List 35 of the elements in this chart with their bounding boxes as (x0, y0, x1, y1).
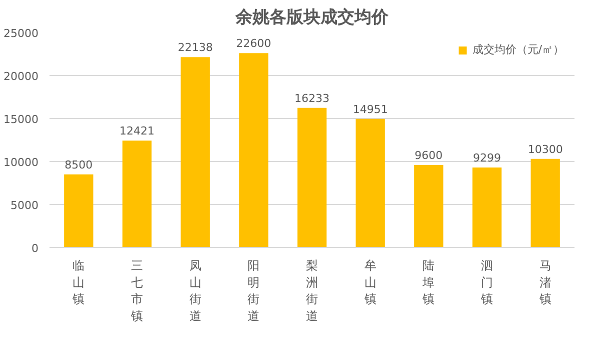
data-label: 9299 (473, 152, 502, 165)
x-tick-label: 泗门镇 (480, 258, 493, 306)
y-tick-label: 15000 (4, 113, 39, 126)
bar (64, 174, 94, 248)
bar (356, 118, 385, 248)
bar (530, 158, 560, 248)
x-tick-label: 阳明街道 (248, 258, 260, 323)
bar (472, 168, 502, 248)
data-label: 22600 (236, 37, 272, 50)
y-tick-label: 10000 (4, 156, 39, 169)
x-tick-label: 凤山街道 (189, 258, 202, 323)
y-tick-label: 20000 (4, 70, 39, 83)
x-tick-label: 三七市镇 (130, 258, 143, 323)
bar (180, 57, 210, 248)
bar (122, 140, 152, 248)
x-tick-label: 牟山镇 (363, 258, 376, 306)
data-label: 12421 (120, 124, 155, 138)
x-tick-label: 马渚镇 (538, 258, 552, 306)
bar (297, 108, 327, 248)
x-tick-label: 陆埠镇 (422, 258, 435, 306)
y-tick-label: 5000 (10, 199, 39, 212)
bar (239, 53, 268, 248)
x-tick-label: 梨洲街道 (306, 258, 318, 323)
x-tick-label: 临山镇 (72, 258, 85, 306)
data-label: 16233 (294, 92, 330, 105)
chart-title: 余姚各版块成交均价 (234, 8, 390, 28)
data-label: 8500 (64, 158, 93, 172)
data-label: 9600 (414, 148, 443, 162)
y-tick-label: 25000 (4, 27, 39, 40)
data-label: 14951 (352, 102, 388, 116)
legend-label: 成交均价（元/㎡） (472, 42, 564, 57)
y-tick-label: 0 (32, 242, 38, 255)
data-label: 22138 (178, 41, 213, 54)
bar (414, 164, 444, 248)
data-label: 10300 (528, 142, 563, 156)
